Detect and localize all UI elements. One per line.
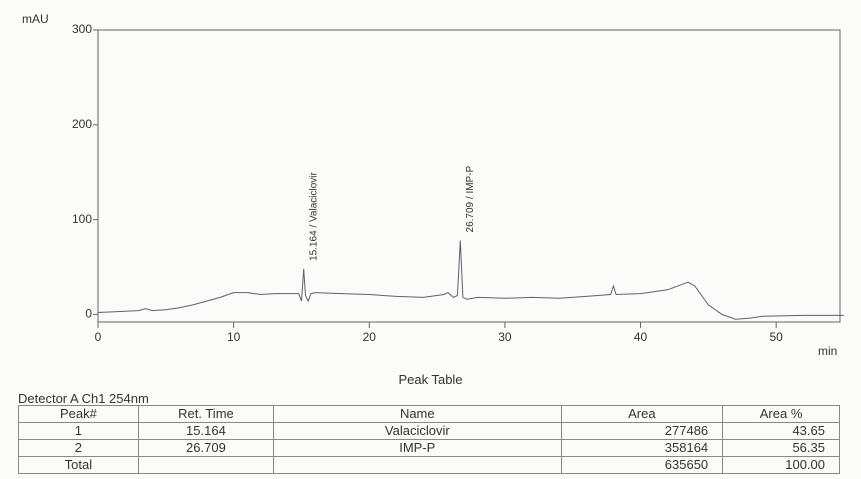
x-tick-label: 30 <box>498 330 512 344</box>
table-cell: 43.65 <box>722 422 840 440</box>
table-cell: 56.35 <box>722 439 840 457</box>
x-tick-label: 10 <box>227 330 241 344</box>
table-cell: Ret. Time <box>137 405 275 423</box>
chart: mAU min 0 100 200 300 0 10 20 30 40 50 15.164 / Va… <box>22 12 844 358</box>
x-tick-label: 50 <box>770 330 784 344</box>
peak-label: 15.164 / Valaciclovir <box>308 171 319 260</box>
y-axis-label: mAU <box>22 12 49 26</box>
table-cell: 26.709 <box>137 439 275 457</box>
y-tick-label: 0 <box>85 307 92 321</box>
peak-table: Peak# Ret. Time Name Area Area % 1 15.164 Valac… <box>18 405 840 474</box>
table-cell <box>273 456 562 474</box>
table-cell <box>137 456 275 474</box>
chromatogram-trace <box>97 240 844 320</box>
table-cell: Name <box>273 405 562 423</box>
table-cell: Peak# <box>18 405 139 423</box>
table-cell: 358164 <box>560 439 724 457</box>
table-cell: Area <box>560 405 724 423</box>
y-tick-label: 200 <box>72 117 92 131</box>
x-axis-label: min <box>818 344 837 358</box>
table-cell: Area % <box>722 405 840 423</box>
table-cell: Valaciclovir <box>273 422 562 440</box>
plot-frame <box>97 29 841 323</box>
table-cell: 277486 <box>560 422 724 440</box>
table-cell: 15.164 <box>137 422 275 440</box>
table-cell: Total <box>18 456 139 474</box>
table-row: 1 15.164 Valaciclovir 277486 43.65 <box>18 422 840 440</box>
x-tick-label: 20 <box>363 330 377 344</box>
table-title: Peak Table <box>398 372 463 387</box>
detector: Detector A Ch1 254nm <box>18 391 149 406</box>
x-tick-label: 0 <box>95 330 102 344</box>
table-cell: 100.00 <box>722 456 840 474</box>
table-cell: 635650 <box>560 456 724 474</box>
x-tick-label: 40 <box>634 330 648 344</box>
table-cell: 1 <box>18 422 139 440</box>
y-tick-label: 300 <box>72 22 92 36</box>
peak-label: 26.709 / IMP-P <box>465 165 476 232</box>
table-row: 2 26.709 IMP-P 358164 56.35 <box>18 439 840 457</box>
table-cell: 2 <box>18 439 139 457</box>
table-row: Total 635650 100.00 <box>18 456 840 474</box>
table-cell: IMP-P <box>273 439 562 457</box>
table-row: Peak# Ret. Time Name Area Area % <box>18 405 840 423</box>
y-tick-label: 100 <box>72 212 92 226</box>
